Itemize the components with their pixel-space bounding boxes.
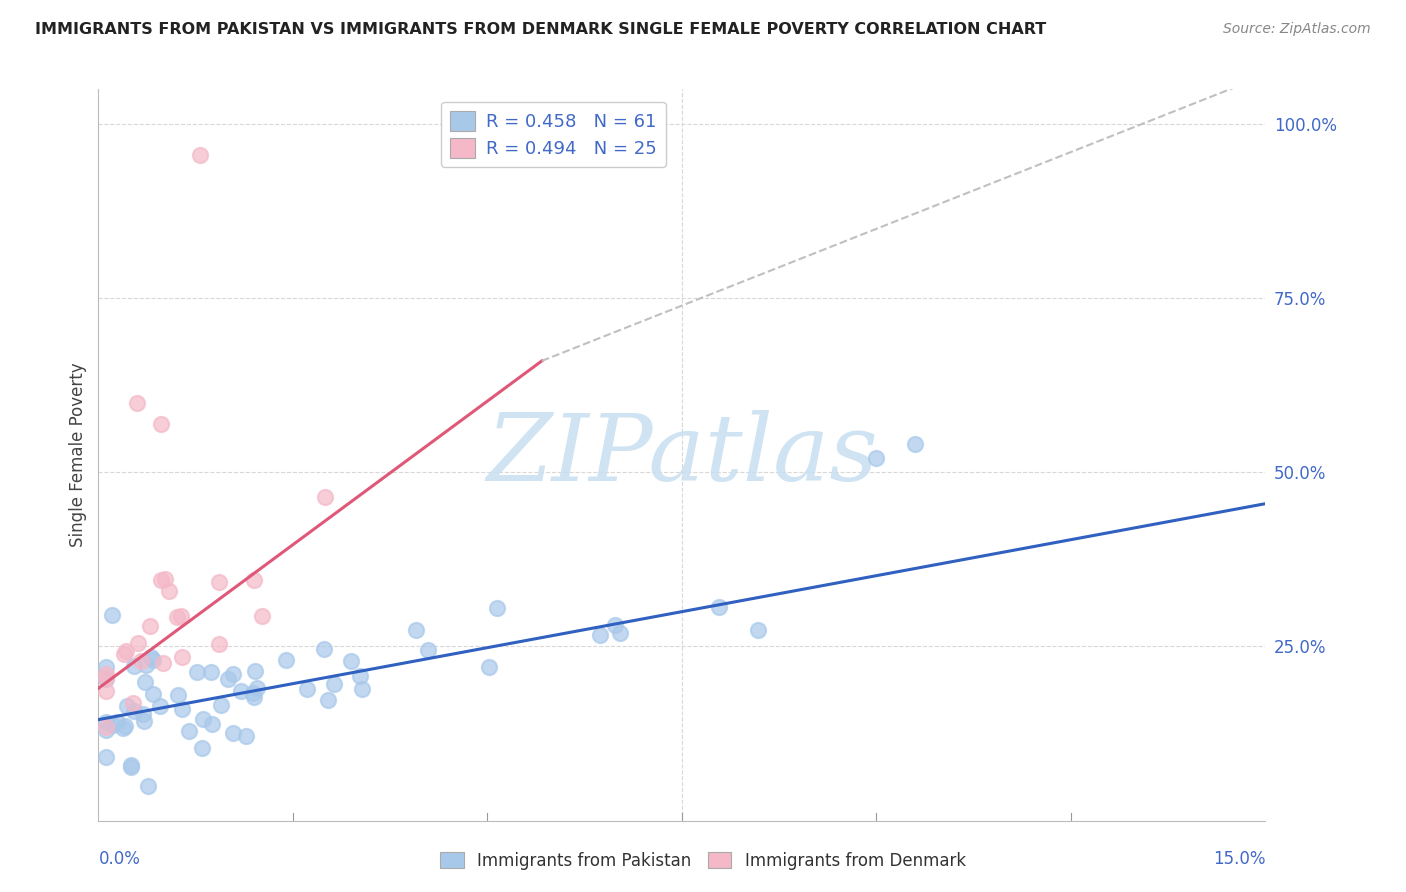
Point	[221, 667, 243, 681]
Point	[747, 623, 769, 637]
Point	[96, 673, 118, 687]
Point	[186, 665, 208, 680]
Legend: Immigrants from Pakistan, Immigrants from Denmark: Immigrants from Pakistan, Immigrants fro…	[433, 846, 973, 877]
Point	[170, 701, 193, 715]
Point	[153, 572, 176, 586]
Point	[242, 686, 264, 700]
Point	[274, 653, 297, 667]
Point	[96, 671, 118, 685]
Point	[200, 665, 222, 679]
Point	[122, 696, 145, 710]
Point	[418, 643, 440, 657]
Point	[157, 583, 180, 598]
Point	[314, 490, 336, 504]
Point	[188, 148, 211, 162]
Text: 0.0%: 0.0%	[98, 850, 141, 868]
Point	[96, 720, 118, 734]
Point	[142, 653, 165, 667]
Point	[242, 573, 264, 587]
Point	[166, 610, 188, 624]
Point	[349, 669, 371, 683]
Point	[142, 687, 165, 701]
Point	[243, 690, 266, 704]
Text: IMMIGRANTS FROM PAKISTAN VS IMMIGRANTS FROM DENMARK SINGLE FEMALE POVERTY CORREL: IMMIGRANTS FROM PAKISTAN VS IMMIGRANTS F…	[35, 22, 1046, 37]
Point	[105, 715, 128, 730]
Point	[250, 609, 273, 624]
Point	[135, 658, 157, 673]
Point	[114, 718, 136, 732]
Point	[169, 608, 191, 623]
Point	[235, 729, 257, 743]
Point	[120, 758, 142, 772]
Point	[129, 654, 152, 668]
Point	[208, 574, 231, 589]
Point	[208, 637, 231, 651]
Point	[340, 654, 363, 668]
Point	[865, 451, 887, 466]
Point	[149, 417, 172, 431]
Point	[211, 698, 233, 713]
Point	[201, 716, 224, 731]
Point	[245, 664, 267, 678]
Point	[605, 618, 627, 632]
Point	[124, 704, 146, 718]
Point	[122, 658, 145, 673]
Point	[100, 608, 122, 623]
Point	[609, 626, 631, 640]
Point	[904, 437, 927, 451]
Point	[589, 627, 612, 641]
Point	[316, 693, 339, 707]
Point	[405, 623, 427, 637]
Point	[352, 681, 374, 696]
Point	[707, 600, 730, 615]
Point	[127, 636, 149, 650]
Point	[322, 677, 344, 691]
Text: ZIPatlas: ZIPatlas	[486, 410, 877, 500]
Point	[127, 395, 149, 409]
Point	[132, 707, 155, 722]
Point	[101, 718, 124, 732]
Point	[96, 684, 118, 698]
Point	[314, 642, 336, 657]
Point	[149, 699, 172, 714]
Point	[190, 741, 212, 756]
Point	[478, 660, 501, 674]
Point	[222, 726, 245, 740]
Point	[166, 688, 188, 702]
Point	[485, 601, 508, 615]
Y-axis label: Single Female Poverty: Single Female Poverty	[69, 363, 87, 547]
Legend: R = 0.458   N = 61, R = 0.494   N = 25: R = 0.458 N = 61, R = 0.494 N = 25	[441, 102, 666, 167]
Point	[120, 760, 142, 774]
Point	[217, 672, 239, 686]
Point	[139, 618, 162, 632]
Point	[152, 657, 174, 671]
Point	[229, 684, 252, 698]
Point	[177, 724, 200, 739]
Point	[295, 681, 318, 696]
Point	[139, 650, 162, 665]
Point	[191, 712, 214, 726]
Point	[111, 722, 134, 736]
Point	[134, 675, 156, 690]
Point	[136, 779, 159, 793]
Text: 15.0%: 15.0%	[1213, 850, 1265, 868]
Point	[96, 666, 118, 681]
Point	[149, 573, 172, 587]
Point	[246, 681, 269, 695]
Point	[115, 698, 138, 713]
Point	[132, 714, 155, 728]
Point	[96, 660, 118, 674]
Point	[96, 723, 118, 737]
Point	[115, 643, 138, 657]
Point	[170, 650, 193, 665]
Point	[112, 647, 135, 661]
Text: Source: ZipAtlas.com: Source: ZipAtlas.com	[1223, 22, 1371, 37]
Point	[96, 750, 118, 764]
Point	[96, 715, 118, 730]
